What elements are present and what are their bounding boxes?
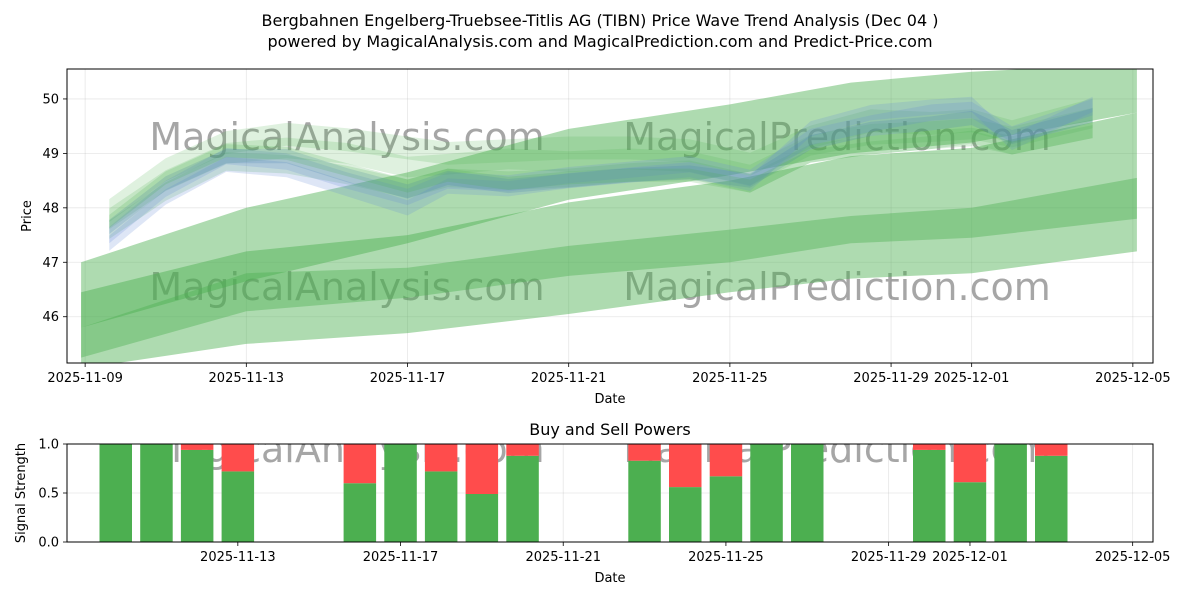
price-y-tick-label: 48 xyxy=(42,201,59,216)
buy-power-bar xyxy=(343,483,377,542)
buy-sell-x-tick-label: 2025-11-21 xyxy=(525,550,601,565)
price-y-tick-label: 50 xyxy=(42,92,59,107)
buy-sell-x-axis: 2025-11-13 2025-11-17 2025-11-21 2025-11-25… xyxy=(200,542,1170,565)
wave-ribbon-wave-1 xyxy=(109,98,1093,222)
trend-band-base-channel xyxy=(81,177,1137,358)
sell-power-bar xyxy=(180,444,214,450)
wave-ribbon-wave-7 xyxy=(109,125,1093,228)
buy-sell-x-tick-label: 2025-11-25 xyxy=(688,550,764,565)
buy-power-bar xyxy=(384,444,417,542)
watermark-text: MagicalAnalysis.com xyxy=(149,115,544,159)
price-plot-frame xyxy=(66,68,1154,364)
sell-power-bar xyxy=(221,444,255,472)
buy-sell-y-tick-label: 1.0 xyxy=(38,438,59,453)
wave-ribbon-wave-4 xyxy=(109,98,1093,244)
buy-sell-x-tick-label: 2025-12-01 xyxy=(932,550,1008,565)
price-watermarks: MagicalAnalysis.com MagicalPrediction.com… xyxy=(149,115,1050,309)
buy-power-bar xyxy=(994,444,1027,542)
price-grid xyxy=(67,69,1153,363)
price-y-axis: 46 47 48 49 50 xyxy=(42,92,67,325)
watermark-text: MagicalPrediction.com xyxy=(623,115,1051,159)
sell-power-bar xyxy=(506,444,539,456)
price-x-axis-label: Date xyxy=(594,392,625,407)
price-trend-bands xyxy=(81,69,1137,363)
price-x-tick-label: 2025-11-21 xyxy=(531,371,607,386)
sell-power-bar xyxy=(953,444,987,483)
chart-title-line-1: Bergbahnen Engelberg-Truebsee-Titlis AG … xyxy=(262,11,939,30)
sell-power-bar xyxy=(913,444,946,450)
price-y-tick-label: 47 xyxy=(42,256,59,271)
buy-power-bar xyxy=(506,455,539,542)
sell-power-bar xyxy=(628,444,661,461)
price-x-axis: 2025-11-09 2025-11-13 2025-11-17 2025-11-21… xyxy=(47,363,1171,386)
buy-sell-bars xyxy=(99,444,1068,542)
sell-power-bar xyxy=(1035,444,1068,456)
sell-power-bar xyxy=(343,444,377,484)
buy-power-bar xyxy=(99,444,132,542)
price-x-tick-label: 2025-11-29 xyxy=(853,371,929,386)
price-x-tick-label: 2025-12-01 xyxy=(934,371,1010,386)
buy-power-bar xyxy=(180,449,214,542)
wave-ribbon-wave-5 xyxy=(109,96,1093,251)
buy-sell-y-axis-label: Signal Strength xyxy=(14,443,29,543)
buy-power-bar xyxy=(750,444,783,542)
price-x-tick-label: 2025-11-13 xyxy=(209,371,285,386)
wave-ribbon-wave-6 xyxy=(109,108,1093,234)
trend-band-long-trend-upper xyxy=(81,69,1137,328)
buy-power-bar xyxy=(140,444,173,542)
watermark-text: MagicalAnalysis.com xyxy=(149,265,544,309)
buy-sell-x-tick-label: 2025-12-05 xyxy=(1095,550,1171,565)
buy-power-bar xyxy=(465,494,499,542)
sell-power-bar xyxy=(709,444,743,477)
buy-sell-title: Buy and Sell Powers xyxy=(529,420,691,439)
buy-power-bar xyxy=(424,471,458,542)
sell-power-bar xyxy=(465,444,499,494)
trend-band-long-trend-lower xyxy=(81,112,1137,363)
price-y-axis-label: Price xyxy=(20,200,35,232)
buy-power-bar xyxy=(1035,455,1068,542)
wave-ribbon-wave-2 xyxy=(109,107,1093,230)
buy-sell-y-tick-label: 0.5 xyxy=(38,487,59,502)
buy-sell-x-tick-label: 2025-11-29 xyxy=(851,550,927,565)
buy-sell-x-axis-label: Date xyxy=(594,571,625,586)
price-wave-chart: MagicalAnalysis.com MagicalPrediction.com… xyxy=(20,68,1171,407)
buy-sell-y-tick-label: 0.0 xyxy=(38,536,59,551)
buy-sell-x-tick-label: 2025-11-17 xyxy=(363,550,439,565)
buy-power-bar xyxy=(669,487,702,542)
price-x-tick-label: 2025-12-05 xyxy=(1095,371,1171,386)
price-y-tick-label: 49 xyxy=(42,147,59,162)
price-wave-series xyxy=(109,96,1093,251)
buy-power-bar xyxy=(953,482,987,542)
buy-sell-chart: Buy and Sell Powers MagicalAnalysis.comM… xyxy=(14,420,1170,586)
buy-power-bar xyxy=(913,449,946,542)
buy-sell-x-tick-label: 2025-11-13 xyxy=(200,550,276,565)
buy-power-bar xyxy=(628,460,661,542)
chart-title-line-2: powered by MagicalAnalysis.com and Magic… xyxy=(267,32,932,51)
wave-ribbon-wave-3 xyxy=(109,119,1093,239)
price-x-tick-label: 2025-11-25 xyxy=(692,371,768,386)
price-x-tick-label: 2025-11-17 xyxy=(370,371,446,386)
buy-power-bar xyxy=(791,444,824,542)
buy-power-bar xyxy=(221,471,255,542)
sell-power-bar xyxy=(669,444,702,488)
buy-power-bar xyxy=(709,476,743,542)
buy-sell-y-axis: 0.0 0.5 1.0 xyxy=(38,438,67,551)
watermark-text: MagicalPrediction.com xyxy=(623,265,1051,309)
price-y-tick-label: 46 xyxy=(42,310,59,325)
price-x-tick-label: 2025-11-09 xyxy=(47,371,123,386)
sell-power-bar xyxy=(424,444,458,472)
